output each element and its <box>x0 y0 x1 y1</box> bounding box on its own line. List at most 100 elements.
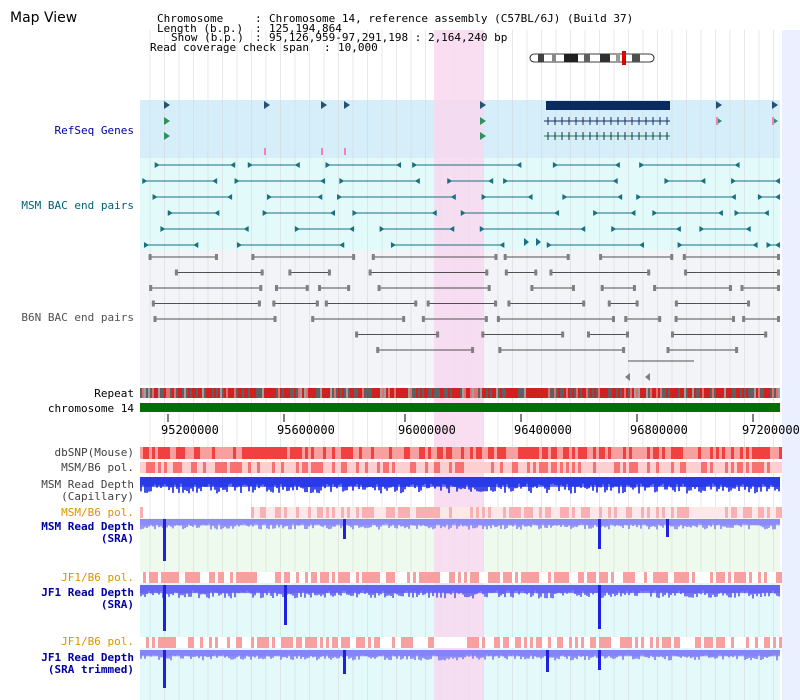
repeat-segment <box>284 388 286 398</box>
snp-cell <box>470 507 473 518</box>
depth-bar <box>762 650 764 660</box>
refseq-genes-features[interactable] <box>164 101 778 155</box>
depth-bar <box>750 650 752 661</box>
bac-end <box>507 300 511 307</box>
depth-bar <box>620 519 622 527</box>
depth-bar <box>534 650 536 657</box>
depth-bar <box>342 477 344 492</box>
depth-bar <box>416 650 418 655</box>
repeat-segment <box>634 388 636 398</box>
msm-depth-capillary-label-1[interactable]: MSM Read Depth <box>41 478 134 491</box>
bac-end <box>193 242 199 248</box>
depth-bar <box>316 650 318 661</box>
depth-bar <box>472 585 474 599</box>
jf1-depth-trim-label-1[interactable]: JF1 Read Depth <box>41 651 134 664</box>
depth-bar <box>202 650 204 661</box>
snp-cell <box>491 447 494 459</box>
msm-depth-sra-label-1[interactable]: MSM Read Depth <box>41 520 134 533</box>
highlight-region[interactable] <box>434 30 484 700</box>
snp-cell <box>596 462 599 473</box>
snp-cell <box>326 572 329 583</box>
jf1-b6-pol-label-2[interactable]: JF1/B6 pol. <box>61 635 134 648</box>
snp-cell <box>569 462 572 473</box>
snp-cell <box>734 462 737 473</box>
b6n-bac-label[interactable]: B6N BAC end pairs <box>21 311 134 324</box>
msm-b6-pol-label[interactable]: MSM/B6 pol. <box>61 461 134 474</box>
depth-bar <box>588 519 590 529</box>
depth-bar <box>216 519 218 530</box>
depth-bar <box>168 650 170 659</box>
snp-cell <box>737 637 740 648</box>
scroll-strip[interactable] <box>782 30 800 700</box>
depth-bar <box>294 477 296 486</box>
snp-cell <box>575 572 578 583</box>
repeat-segment <box>480 388 482 398</box>
snp-cell <box>473 572 476 583</box>
snp-cell <box>317 447 320 459</box>
refseq-genes-label[interactable]: RefSeq Genes <box>54 124 134 137</box>
snp-cell <box>527 447 530 459</box>
repeat-segment <box>150 388 152 398</box>
msm-b6-pol-label-2[interactable]: MSM/B6 pol. <box>61 506 134 519</box>
depth-bar <box>300 519 302 524</box>
depth-bar <box>700 585 702 595</box>
bac-end <box>745 226 751 232</box>
depth-bar <box>318 650 320 659</box>
snp-cell <box>152 637 155 648</box>
snp-cell <box>191 572 194 583</box>
depth-bar <box>686 519 688 528</box>
snp-cell <box>485 447 488 459</box>
snp-cell <box>503 572 506 583</box>
msm-bac-features[interactable] <box>142 162 780 248</box>
jf1-b6-pol-label[interactable]: JF1/B6 pol. <box>61 571 134 584</box>
depth-bar <box>346 650 348 656</box>
depth-bar <box>690 650 692 659</box>
depth-bar <box>372 519 374 524</box>
depth-bar <box>426 519 428 527</box>
depth-bar <box>184 585 186 598</box>
snp-cell <box>752 462 755 473</box>
depth-bar <box>536 519 538 526</box>
depth-tracks[interactable] <box>140 477 780 688</box>
snp-cell <box>326 637 329 648</box>
chromosome-ideogram[interactable] <box>529 51 655 65</box>
snp-tracks[interactable] <box>140 447 782 648</box>
snp-cell <box>680 637 683 648</box>
depth-bar <box>186 477 188 492</box>
snp-cell <box>410 507 413 518</box>
depth-bar <box>426 477 428 489</box>
snp-cell <box>647 447 650 459</box>
snp-cell <box>395 572 398 583</box>
snp-cell <box>257 507 260 518</box>
snp-cell <box>155 637 158 648</box>
snp-cell <box>242 572 245 583</box>
snp-cell <box>659 637 662 648</box>
snp-cell <box>560 572 563 583</box>
snp-cell <box>611 507 614 518</box>
snp-cell <box>749 572 752 583</box>
repeat-track[interactable] <box>140 388 780 398</box>
depth-bar <box>386 519 388 524</box>
depth-bar <box>254 519 256 524</box>
b6n-bac-features[interactable] <box>148 254 780 381</box>
depth-bar <box>442 585 444 592</box>
jf1-depth-sra-label-1[interactable]: JF1 Read Depth <box>41 586 134 599</box>
snp-cell <box>374 507 377 518</box>
depth-bar <box>312 650 314 658</box>
snp-cell <box>554 572 557 583</box>
dbsnp-label[interactable]: dbSNP(Mouse) <box>54 446 134 459</box>
snp-cell <box>653 447 656 459</box>
snp-cell <box>251 637 254 648</box>
depth-bar <box>196 519 198 528</box>
depth-bar <box>180 650 182 659</box>
repeat-segment <box>376 388 378 398</box>
bac-end <box>757 194 763 200</box>
snp-cell <box>488 462 491 473</box>
chromosome-bar[interactable] <box>140 403 780 412</box>
snp-cell <box>371 637 374 648</box>
depth-bar <box>738 650 740 656</box>
repeat-segment <box>672 388 674 398</box>
depth-bar <box>180 519 182 526</box>
msm-bac-label[interactable]: MSM BAC end pairs <box>21 199 134 212</box>
